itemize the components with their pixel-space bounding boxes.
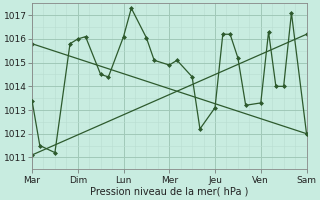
X-axis label: Pression niveau de la mer( hPa ): Pression niveau de la mer( hPa ) bbox=[90, 187, 248, 197]
